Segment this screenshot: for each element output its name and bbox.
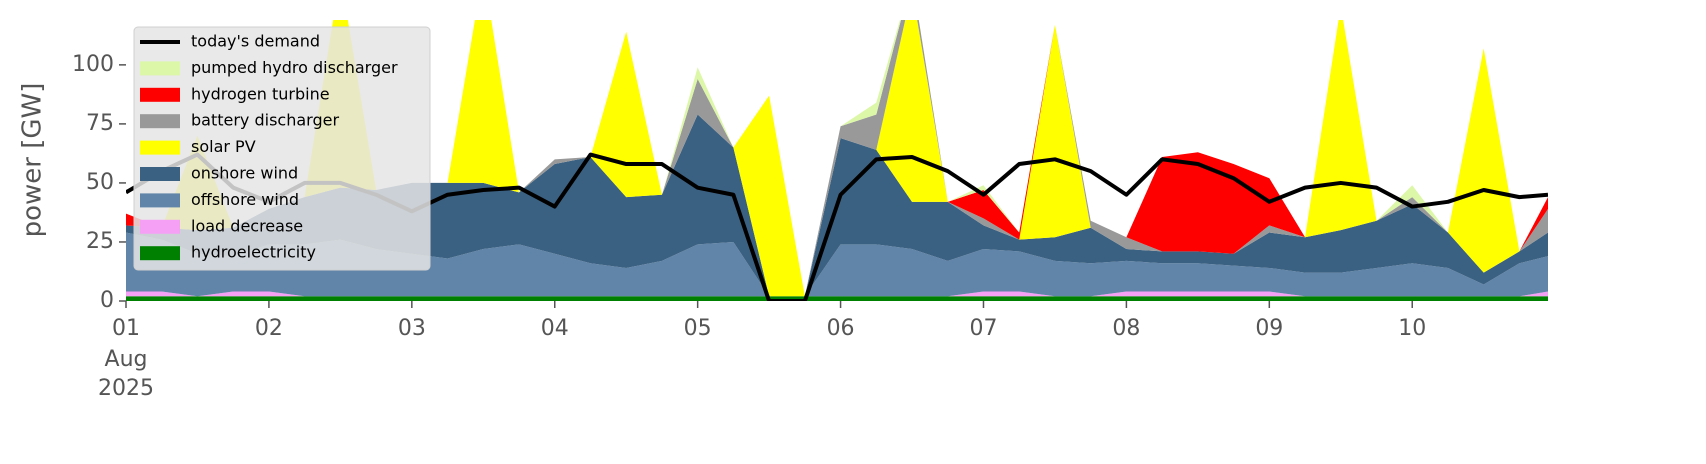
legend-swatch <box>140 193 180 208</box>
legend-label: hydrogen turbine <box>191 84 330 103</box>
x-tick-label: 10 <box>1398 316 1426 341</box>
x-tick-label: 08 <box>1112 316 1140 341</box>
legend-label: pumped hydro discharger <box>191 58 398 77</box>
x-tick-label: 01 <box>112 316 140 341</box>
legend-swatch <box>140 114 180 129</box>
legend-swatch <box>140 167 180 181</box>
x-tick-label: 04 <box>541 316 569 341</box>
x-tick-label: 03 <box>398 316 426 341</box>
legend-label: solar PV <box>191 137 256 156</box>
x-tick-label: 05 <box>684 316 712 341</box>
area <box>126 232 1548 297</box>
legend-swatch <box>140 246 180 261</box>
legend: today's demand pumped hydro discharger hyd… <box>133 26 431 271</box>
x-tick-label: 09 <box>1255 316 1283 341</box>
y-tick-label: 25 <box>86 229 114 254</box>
area <box>126 20 1548 297</box>
x-tick-label: 07 <box>969 316 997 341</box>
area <box>126 20 1548 297</box>
legend-swatch <box>140 140 180 155</box>
area <box>126 291 1548 297</box>
x-tick-label: 02 <box>255 316 283 341</box>
y-tick-label: 100 <box>72 52 114 77</box>
x-sublabel: Aug <box>105 347 148 372</box>
y-tick-label: 0 <box>100 288 114 313</box>
y-axis-label: power [GW] <box>18 83 48 238</box>
legend-box <box>133 26 431 271</box>
x-sublabel: 2025 <box>98 376 154 401</box>
legend-swatch <box>140 87 180 102</box>
legend-label: hydroelectricity <box>191 243 316 262</box>
legend-swatch <box>140 219 180 234</box>
legend-label: battery discharger <box>191 111 339 130</box>
x-tick-label: 06 <box>827 316 855 341</box>
legend-label: today's demand <box>191 32 320 51</box>
legend-label: offshore wind <box>191 190 299 209</box>
axes: 0 25 50 75 100 01 02 03 04 05 06 07 08 09 10 Aug 2025 <box>72 52 1426 401</box>
legend-label: load decrease <box>191 216 303 235</box>
y-tick-label: 75 <box>86 111 114 136</box>
legend-label: onshore wind <box>191 164 298 183</box>
area <box>126 296 1548 301</box>
y-tick-label: 50 <box>86 170 114 195</box>
legend-swatch <box>140 61 180 76</box>
